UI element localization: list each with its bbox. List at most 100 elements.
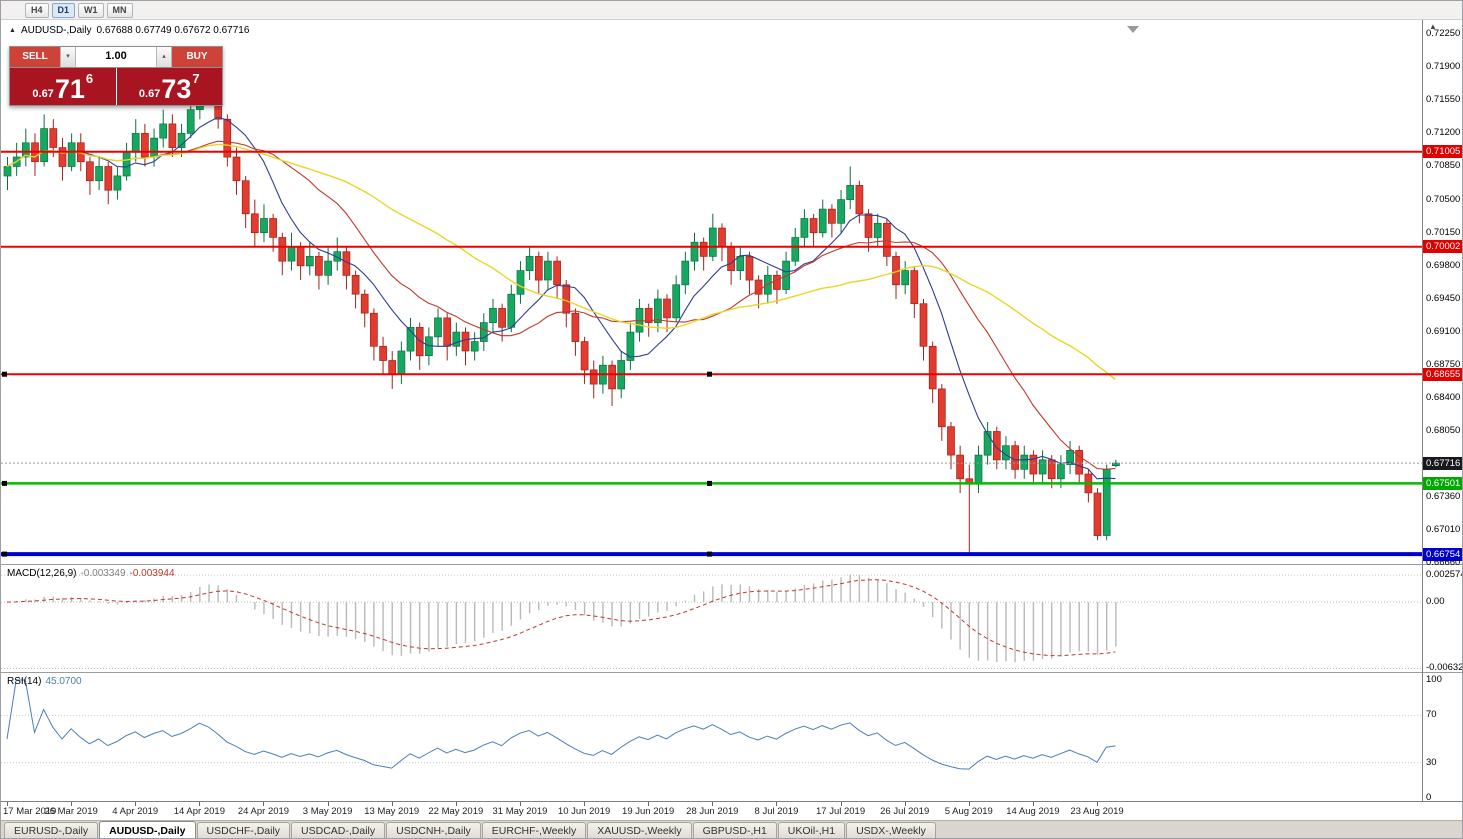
- price-scale-label: 0.70500: [1426, 194, 1461, 205]
- volume-increase-button[interactable]: ▴: [156, 47, 172, 67]
- time-axis[interactable]: 17 Mar 2019 26 Mar 2019 4 Apr 2019 14 Apr 2…: [1, 801, 1462, 820]
- support-price-tag-green: 0.67501: [1423, 477, 1462, 490]
- macd-indicator-pane[interactable]: MACD(12,26,9) -0.003349 -0.003944: [1, 564, 1462, 672]
- chart-ohlc-values: 0.67688 0.67749 0.67672 0.67716: [96, 25, 250, 36]
- resistance-price-tag-3: 0.68655: [1423, 368, 1462, 381]
- buy-price-display[interactable]: 0.67 73 7: [116, 68, 222, 105]
- date-label: 26 Jul 2019: [880, 806, 930, 817]
- time-axis-tick: [263, 802, 265, 806]
- rsi-value: 45.0700: [45, 676, 82, 687]
- date-label: 3 May 2019: [302, 806, 353, 817]
- price-axis-separator: [1422, 20, 1423, 801]
- date-label: 24 Apr 2019: [237, 806, 290, 817]
- price-scale-label: 0.67010: [1426, 524, 1461, 535]
- resistance-price-tag-2: 0.70002: [1423, 240, 1462, 253]
- price-scale-label: 0.68050: [1426, 425, 1461, 436]
- date-label: 22 May 2019: [428, 806, 484, 817]
- resistance-price-tag-1: 0.71005: [1423, 145, 1462, 158]
- date-label: 31 May 2019: [492, 806, 548, 817]
- date-label: 5 Aug 2019: [944, 806, 993, 817]
- time-axis-tick: [712, 802, 714, 806]
- date-label: 4 Apr 2019: [112, 806, 159, 817]
- date-label: 17 Mar 2019: [3, 806, 57, 817]
- date-label: 14 Aug 2019: [1006, 806, 1060, 817]
- tab-usdcad-daily[interactable]: USDCAD-,Daily: [291, 822, 386, 838]
- date-label: 13 May 2019: [364, 806, 420, 817]
- time-axis-tick: [519, 802, 521, 806]
- scale-arrow-icon: ▲: [1429, 22, 1437, 31]
- chart-tab-bar: EURUSD-,Daily AUDUSD-,Daily USDCHF-,Dail…: [1, 820, 1462, 838]
- price-scale-label: 0.70150: [1426, 227, 1461, 238]
- tab-ukoil-h1[interactable]: UKOil-,H1: [777, 822, 846, 838]
- time-axis-tick: [1032, 802, 1034, 806]
- tab-usdcnh-daily[interactable]: USDCNH-,Daily: [386, 822, 481, 838]
- timeframe-toolbar: H4 D1 W1 MN: [1, 1, 1462, 20]
- price-scale-label: 0.69800: [1426, 260, 1461, 271]
- tab-gbpusd-h1[interactable]: GBPUSD-,H1: [692, 822, 777, 838]
- chart-symbol-title: AUDUSD-,Daily: [20, 25, 92, 36]
- timeframe-mn-button[interactable]: MN: [106, 2, 133, 18]
- price-scale-label: 0.67360: [1426, 491, 1461, 502]
- macd-canvas[interactable]: [1, 565, 1422, 672]
- price-scale-label: 0.68750: [1426, 359, 1461, 370]
- time-axis-tick: [968, 802, 970, 806]
- rsi-indicator-pane[interactable]: RSI(14) 45.0700: [1, 672, 1462, 801]
- price-scale-label: 0.71550: [1426, 94, 1461, 105]
- time-axis-tick: [135, 802, 137, 806]
- time-axis-tick: [1097, 802, 1099, 806]
- buy-price-prefix: 0.67: [138, 88, 161, 100]
- time-axis-tick: [391, 802, 393, 806]
- sell-price-big-digits: 71: [54, 74, 85, 104]
- candlestick-canvas[interactable]: [1, 20, 1422, 564]
- sell-price-display[interactable]: 0.67 71 6: [10, 68, 117, 105]
- sell-price-pipette: 6: [85, 71, 94, 86]
- date-label: 8 Jul 2019: [754, 806, 799, 817]
- macd-main-value: -0.003349: [80, 568, 126, 579]
- time-axis-tick: [71, 802, 73, 806]
- support-price-tag-blue: 0.66754: [1423, 548, 1462, 561]
- buy-price-pipette: 7: [192, 71, 200, 86]
- price-scale-label: 0.72250: [1426, 28, 1461, 39]
- timeframe-d1-button[interactable]: D1: [51, 2, 76, 18]
- timeframe-h4-button[interactable]: H4: [25, 2, 49, 18]
- time-axis-tick: [455, 802, 457, 806]
- rsi-canvas[interactable]: [1, 673, 1422, 801]
- time-axis-tick: [327, 802, 329, 806]
- tab-usdchf-daily[interactable]: USDCHF-,Daily: [196, 822, 291, 838]
- price-scale-label: 0.68400: [1426, 392, 1461, 403]
- price-scale-label: 0.71200: [1426, 127, 1461, 138]
- time-axis-tick: [199, 802, 201, 806]
- date-label: 26 Mar 2019: [44, 806, 98, 817]
- volume-decrease-button[interactable]: ▾: [60, 47, 76, 67]
- chart-header: ▲ AUDUSD-,Daily 0.67688 0.67749 0.67672 …: [9, 25, 249, 36]
- time-axis-tick: [648, 802, 650, 806]
- price-scale-label: 0.69100: [1426, 326, 1461, 337]
- date-label: 10 Jun 2019: [557, 806, 611, 817]
- tab-eurusd-daily[interactable]: EURUSD-,Daily: [4, 822, 99, 838]
- sell-button[interactable]: SELL: [10, 47, 60, 67]
- date-label: 17 Jul 2019: [815, 806, 866, 817]
- date-label: 23 Aug 2019: [1070, 806, 1124, 817]
- tab-xauusd-weekly[interactable]: XAUUSD-,Weekly: [587, 822, 692, 838]
- rsi-name: RSI(14): [7, 676, 42, 687]
- time-axis-tick: [840, 802, 842, 806]
- tab-usdx-weekly[interactable]: USDX-,Weekly: [846, 822, 936, 838]
- time-axis-tick: [904, 802, 906, 806]
- buy-button[interactable]: BUY: [172, 47, 222, 67]
- tab-eurchf-weekly[interactable]: EURCHF-,Weekly: [481, 822, 587, 838]
- tab-audusd-daily[interactable]: AUDUSD-,Daily: [99, 821, 196, 838]
- price-chart-pane[interactable]: ▲ AUDUSD-,Daily 0.67688 0.67749 0.67672 …: [1, 20, 1422, 564]
- date-label: 14 Apr 2019: [173, 806, 225, 817]
- chevron-up-icon: ▴: [162, 53, 166, 60]
- symbol-marker-icon: ▲: [9, 27, 16, 34]
- one-click-trading-panel: SELL ▾ 1.00 ▴ BUY 0.67 71 6 0.67 73 7: [9, 46, 223, 106]
- timeframe-w1-button[interactable]: W1: [78, 2, 104, 18]
- price-scale-label: 0.70850: [1426, 160, 1461, 171]
- rsi-label: RSI(14) 45.0700: [7, 676, 82, 687]
- price-scale-label: 0.71900: [1426, 61, 1461, 72]
- chevron-down-icon: ▾: [66, 53, 70, 60]
- volume-input[interactable]: 1.00: [76, 47, 156, 67]
- date-label: 19 Jun 2019: [622, 806, 675, 817]
- macd-name: MACD(12,26,9): [7, 568, 77, 579]
